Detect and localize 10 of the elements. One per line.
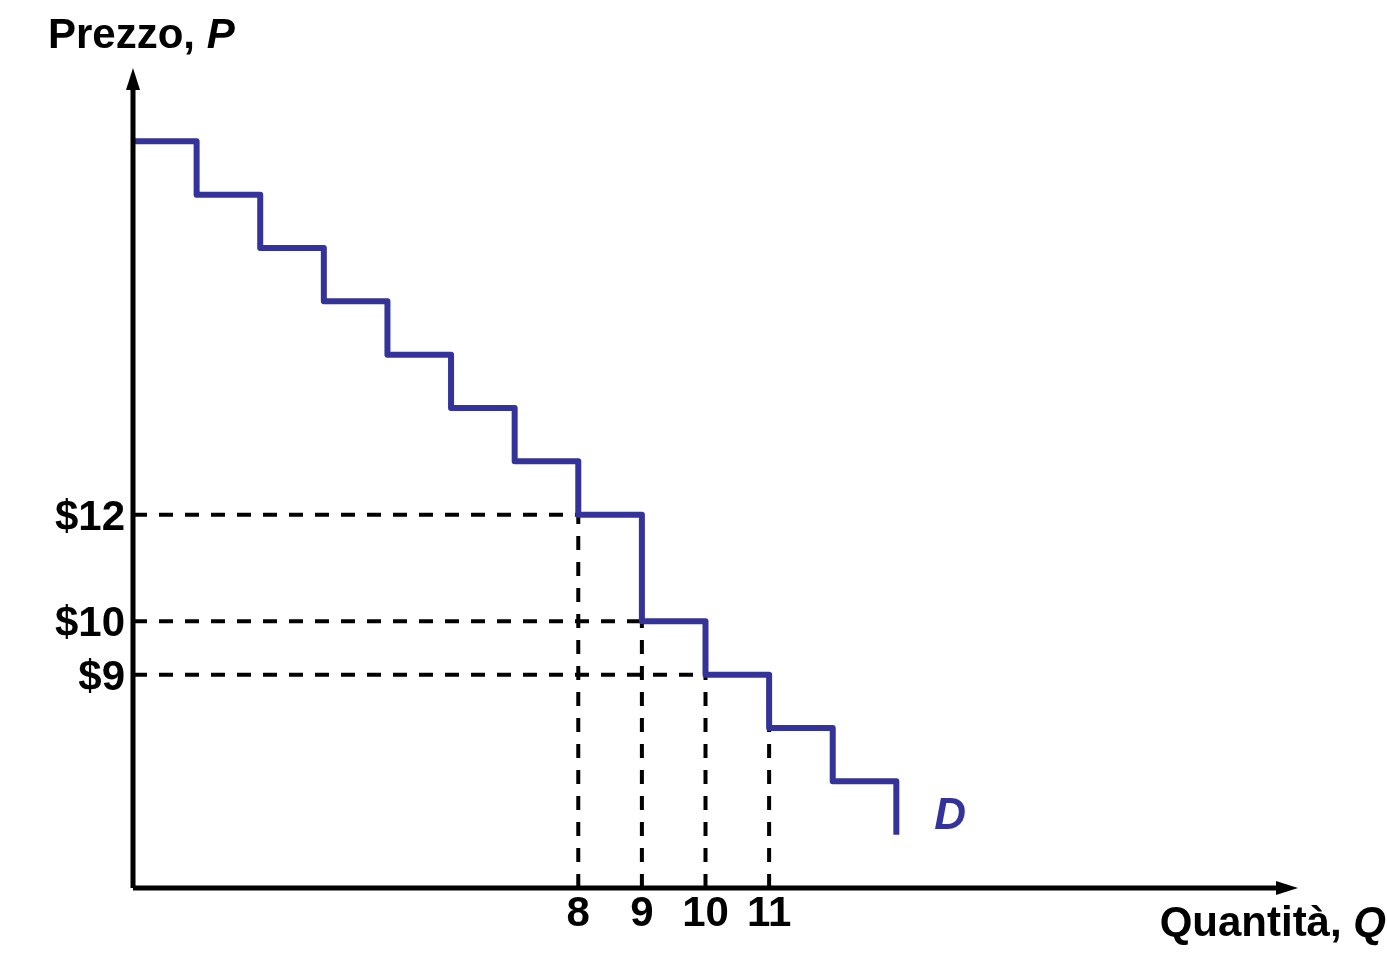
y-tick-label: $10 xyxy=(54,598,125,646)
x-tick-label: 11 xyxy=(746,887,792,935)
x-tick-label: 10 xyxy=(682,887,729,935)
x-axis-title: Quantità, Q xyxy=(1159,898,1386,945)
y-tick-label: $12 xyxy=(54,491,125,539)
y-tick-label: $9 xyxy=(78,651,125,699)
y-axis-title: Prezzo, P xyxy=(48,10,235,57)
series-label: D xyxy=(934,788,967,838)
x-tick-label: 9 xyxy=(630,887,654,935)
x-tick-label: 8 xyxy=(566,887,590,935)
